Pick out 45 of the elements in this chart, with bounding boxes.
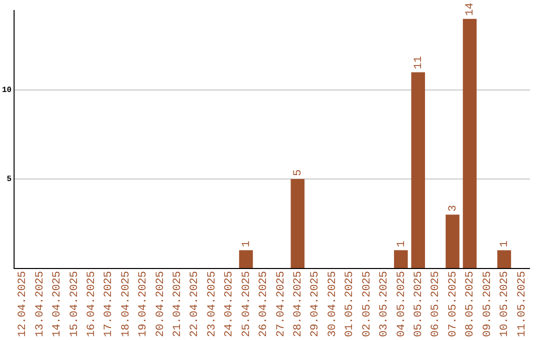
x-tick-label: 17.04.2025 xyxy=(103,270,116,338)
x-tick-label: 13.04.2025 xyxy=(34,270,46,338)
y-tick-label: 10 xyxy=(2,86,12,96)
bar xyxy=(462,18,477,268)
x-tick-label: 07.05.2025 xyxy=(447,270,460,338)
data-label: 1 xyxy=(396,240,408,248)
x-tick-label: 02.05.2025 xyxy=(361,270,374,338)
bar xyxy=(411,72,425,268)
x-tick-label: 05.05.2025 xyxy=(413,270,426,338)
x-tick-label: 16.04.2025 xyxy=(86,270,98,338)
x-tick-label: 19.04.2025 xyxy=(138,270,150,338)
x-tick-label: 21.04.2025 xyxy=(172,270,184,338)
x-tick-label: 12.04.2025 xyxy=(17,270,30,338)
bar xyxy=(446,214,460,268)
x-tick-label: 20.04.2025 xyxy=(154,270,167,338)
data-label: 14 xyxy=(464,2,477,16)
x-tick-label: 22.04.2025 xyxy=(189,270,202,338)
bar xyxy=(290,179,305,268)
x-tick-label: 29.04.2025 xyxy=(310,270,322,338)
x-tick-label: 18.04.2025 xyxy=(120,270,132,338)
x-tick-label: 15.04.2025 xyxy=(68,270,81,338)
x-tick-label: 23.04.2025 xyxy=(206,270,218,338)
x-tick-label: 03.05.2025 xyxy=(378,270,391,338)
x-tick-label: 11.05.2025 xyxy=(516,270,528,338)
x-tick-label: 08.05.2025 xyxy=(464,270,477,338)
data-label: 5 xyxy=(292,169,305,176)
data-label: 1 xyxy=(240,240,253,248)
x-tick-label: 06.05.2025 xyxy=(430,270,442,338)
x-tick-label: 27.04.2025 xyxy=(275,270,288,338)
x-tick-label: 24.04.2025 xyxy=(224,270,236,338)
x-tick-label: 14.04.2025 xyxy=(52,270,64,338)
x-tick-label: 10.05.2025 xyxy=(499,270,512,338)
bar xyxy=(497,250,512,268)
x-tick-label: 30.04.2025 xyxy=(326,270,339,338)
data-label: 3 xyxy=(447,205,460,212)
x-tick-label: 04.05.2025 xyxy=(396,270,408,338)
x-tick-label: 26.04.2025 xyxy=(258,270,270,338)
bar xyxy=(239,250,253,268)
bar xyxy=(394,250,408,268)
x-tick-label: 09.05.2025 xyxy=(482,270,494,338)
x-tick-label: 28.04.2025 xyxy=(292,270,305,338)
x-tick-label: 01.05.2025 xyxy=(344,270,356,338)
data-label: 11 xyxy=(413,56,426,70)
data-label: 1 xyxy=(499,240,512,248)
x-tick-label: 25.04.2025 xyxy=(240,270,253,338)
